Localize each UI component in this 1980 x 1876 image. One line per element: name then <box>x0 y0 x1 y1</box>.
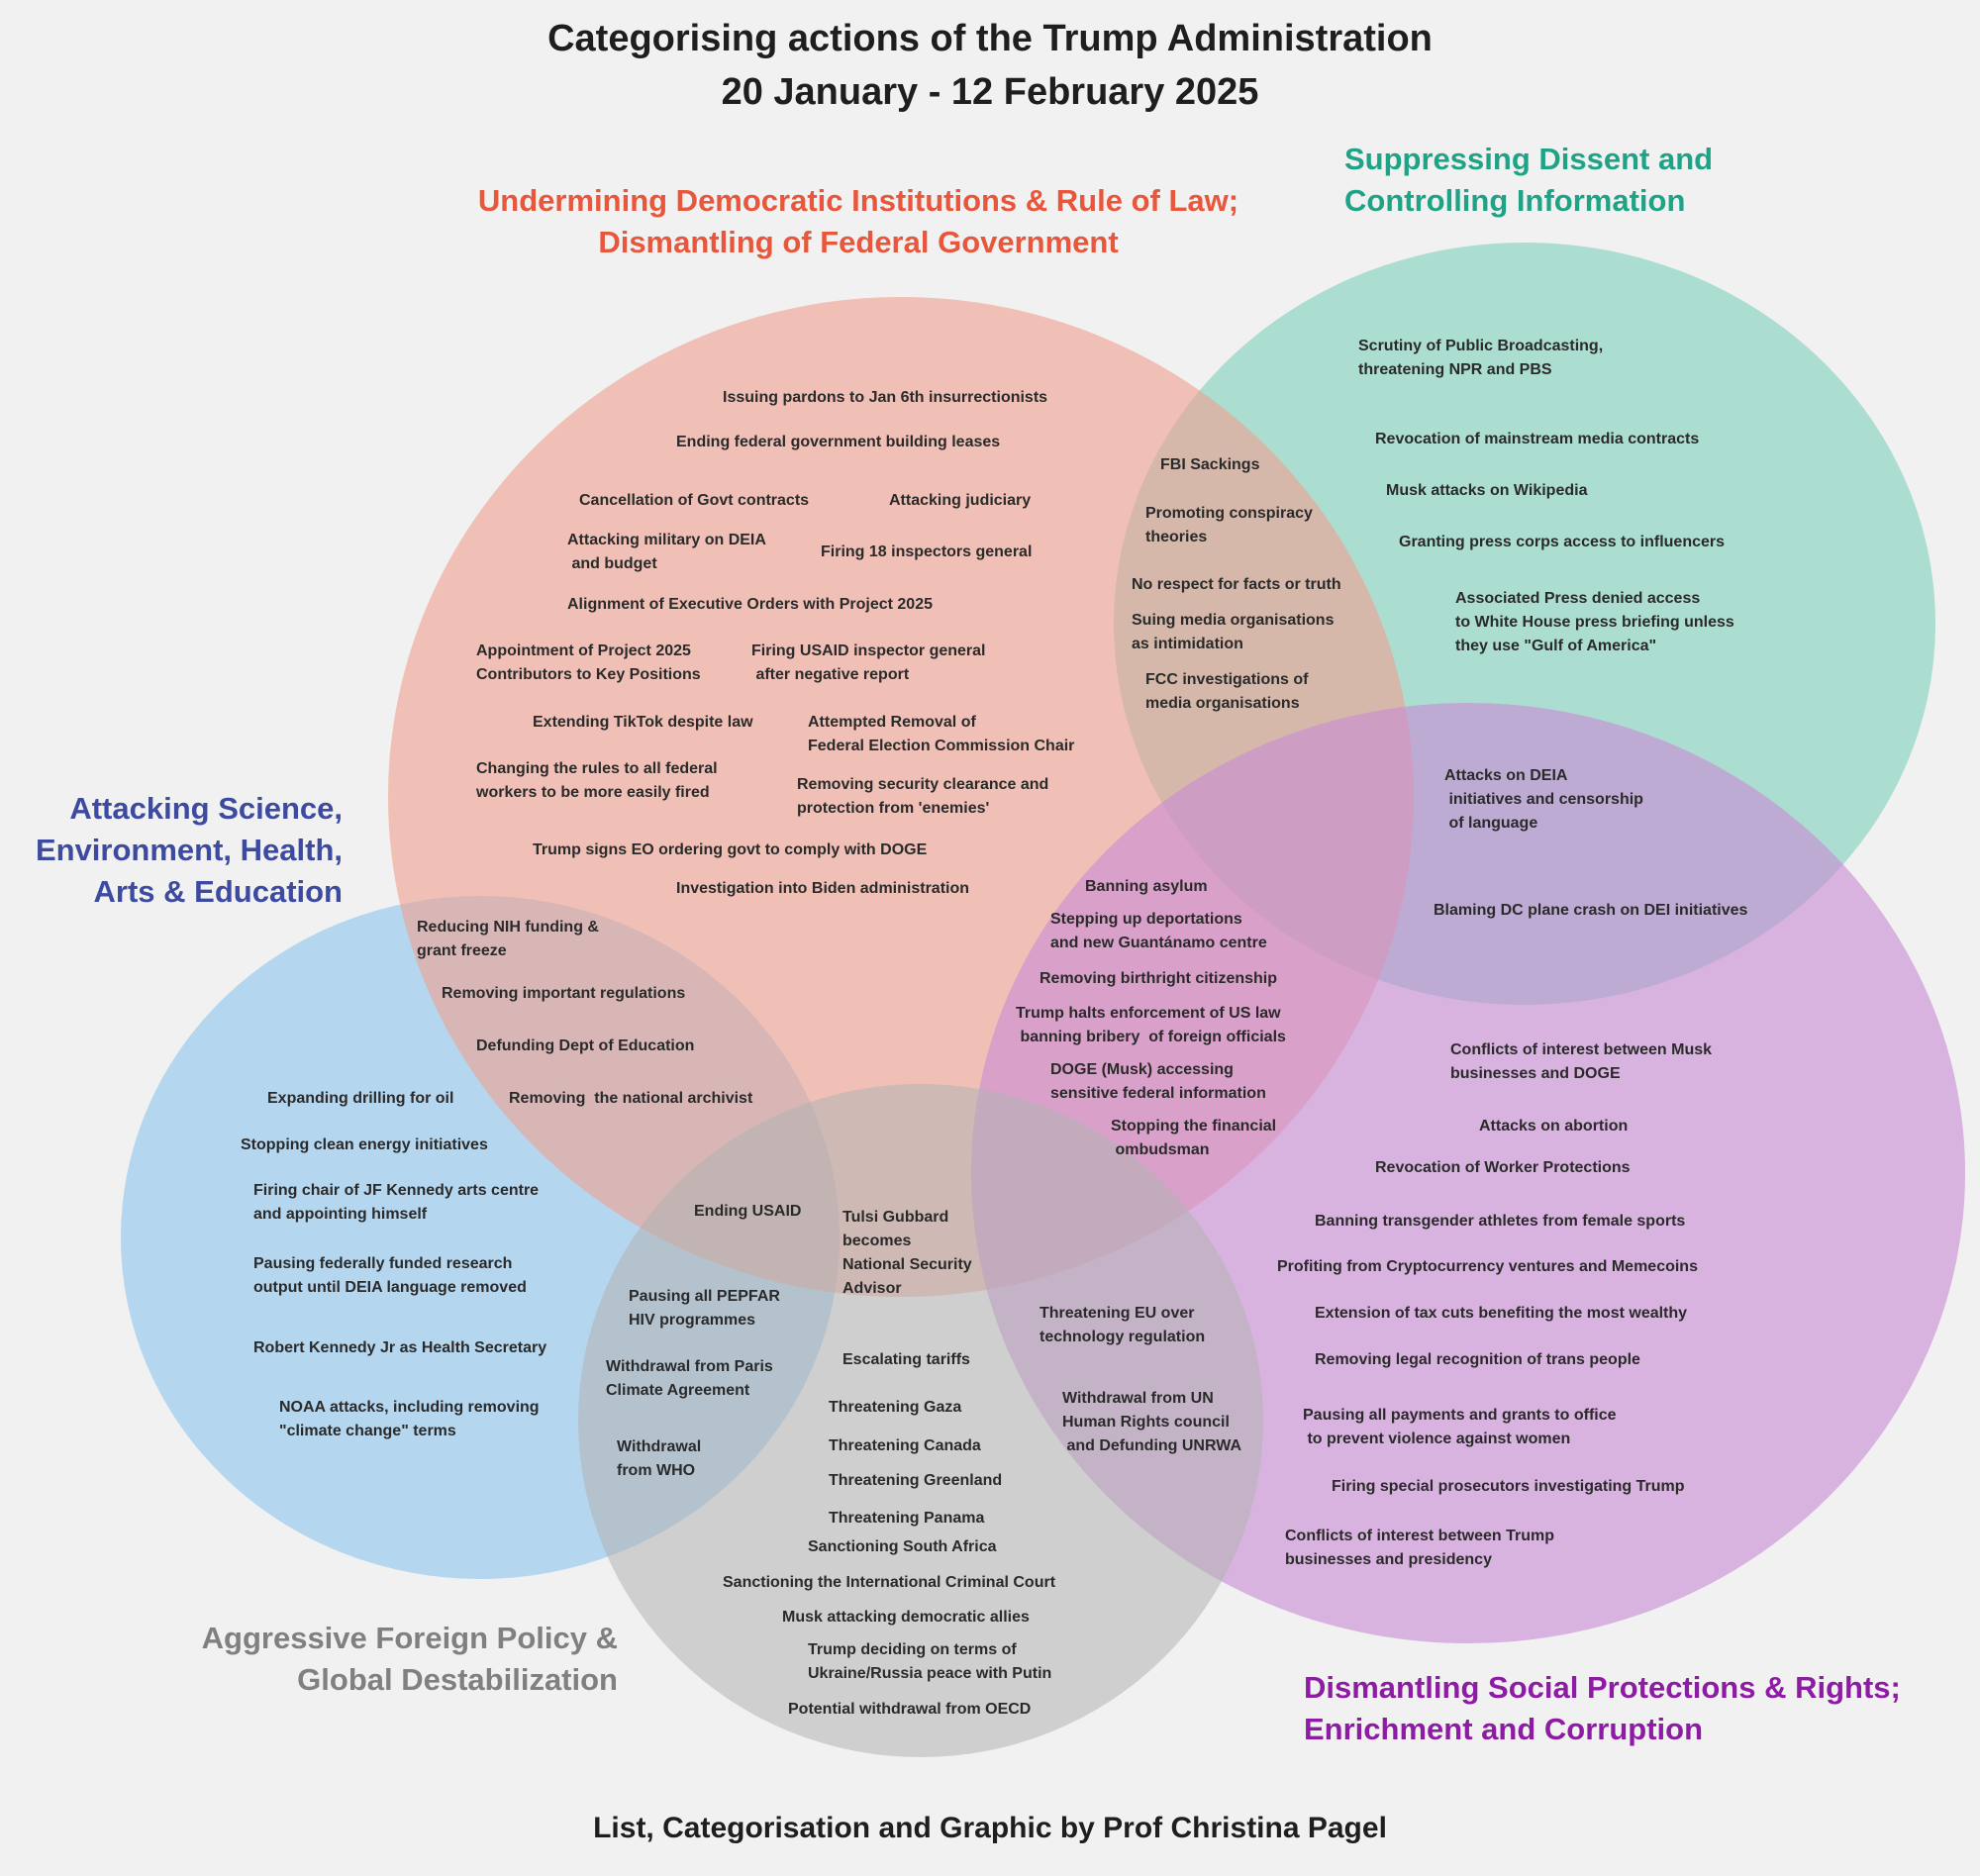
circle-foreign <box>578 1084 1263 1757</box>
item-musk-conflicts: Conflicts of interest between Musk busin… <box>1450 1041 1713 1082</box>
item-violence-women: Pausing all payments and grants to offic… <box>1303 1407 1617 1447</box>
item-associated-press: Associated Press denied access to White … <box>1455 590 1734 654</box>
item-pardons: Issuing pardons to Jan 6th insurrectioni… <box>723 389 1048 406</box>
item-musk-allies: Musk attacking democratic allies <box>782 1609 1030 1626</box>
item-greenland: Threatening Greenland <box>829 1472 1003 1489</box>
item-icc: Sanctioning the International Criminal C… <box>723 1574 1056 1591</box>
item-doge-federal-info: DOGE (Musk) accessing sensitive federal … <box>1050 1061 1266 1102</box>
item-paris-agreement: Withdrawal from Paris Climate Agreement <box>606 1358 773 1399</box>
item-tax-cuts: Extension of tax cuts benefiting the mos… <box>1315 1305 1688 1322</box>
item-drilling-oil: Expanding drilling for oil <box>267 1090 454 1107</box>
item-project-2025-eo: Alignment of Executive Orders with Proje… <box>567 596 933 613</box>
title-line-1: Categorising actions of the Trump Admini… <box>547 18 1433 59</box>
item-noaa: NOAA attacks, including removing "climat… <box>279 1399 540 1439</box>
item-birthright: Removing birthright citizenship <box>1040 970 1278 987</box>
item-press-corps: Granting press corps access to influence… <box>1399 534 1726 550</box>
item-attacking-judiciary: Attacking judiciary <box>889 492 1032 509</box>
item-attacking-military: Attacking military on DEIA and budget <box>567 532 766 572</box>
item-pepfar: Pausing all PEPFAR HIV programmes <box>629 1288 780 1329</box>
category-dissent-label: Suppressing Dissent and Controlling Info… <box>1344 142 1714 218</box>
item-research-output: Pausing federally funded research output… <box>253 1255 527 1296</box>
item-tariffs: Escalating tariffs <box>842 1351 970 1368</box>
category-social-label: Dismantling Social Protections & Rights;… <box>1304 1670 1901 1746</box>
item-kennedy-arts: Firing chair of JF Kennedy arts centre a… <box>253 1182 540 1223</box>
item-who: Withdrawal from WHO <box>617 1438 702 1479</box>
item-clean-energy: Stopping clean energy initiatives <box>241 1136 488 1153</box>
credit-line: List, Categorisation and Graphic by Prof… <box>593 1812 1387 1844</box>
item-project-2025-appointments: Appointment of Project 2025 Contributors… <box>476 642 701 683</box>
item-fbi-sackings: FBI Sackings <box>1160 456 1260 473</box>
item-tulsi-gabbard: Tulsi Gubbard becomes National Security … <box>842 1209 972 1297</box>
item-tiktok: Extending TikTok despite law <box>533 714 753 731</box>
category-foreign-label: Aggressive Foreign Policy & Global Desta… <box>201 1621 618 1697</box>
item-trans-recognition: Removing legal recognition of trans peop… <box>1315 1351 1640 1368</box>
item-trump-conflicts: Conflicts of interest between Trump busi… <box>1285 1528 1555 1568</box>
item-public-broadcasting: Scrutiny of Public Broadcasting, threate… <box>1358 338 1604 378</box>
item-special-prosecutors: Firing special prosecutors investigating… <box>1332 1478 1685 1495</box>
item-facts-truth: No respect for facts or truth <box>1132 576 1341 593</box>
item-national-archivist: Removing the national archivist <box>509 1090 753 1107</box>
item-un-human-rights: Withdrawal from UN Human Rights council … <box>1062 1390 1242 1454</box>
item-transgender-athletes: Banning transgender athletes from female… <box>1315 1213 1686 1230</box>
item-nih-funding: Reducing NIH funding & grant freeze <box>417 919 599 959</box>
item-security-clearance: Removing security clearance and protecti… <box>797 776 1049 817</box>
item-deportations: Stepping up deportations and new Guantán… <box>1050 911 1267 951</box>
item-conspiracy-theories: Promoting conspiracy theories <box>1145 505 1313 545</box>
item-fec-chair: Attempted Removal of Federal Election Co… <box>808 714 1075 754</box>
item-regulations: Removing important regulations <box>442 985 686 1002</box>
item-dept-education: Defunding Dept of Education <box>476 1037 695 1054</box>
item-banning-asylum: Banning asylum <box>1085 878 1208 895</box>
item-dc-plane-crash: Blaming DC plane crash on DEI initiative… <box>1434 902 1748 919</box>
item-ending-usaid: Ending USAID <box>694 1203 802 1220</box>
item-worker-protections: Revocation of Worker Protections <box>1375 1159 1631 1176</box>
item-oecd: Potential withdrawal from OECD <box>788 1701 1032 1718</box>
item-govt-contracts: Cancellation of Govt contracts <box>579 492 810 509</box>
item-bribery-law: Trump halts enforcement of US law bannin… <box>1016 1005 1286 1045</box>
item-south-africa: Sanctioning South Africa <box>808 1538 997 1555</box>
item-wikipedia: Musk attacks on Wikipedia <box>1386 482 1588 499</box>
title-line-2: 20 January - 12 February 2025 <box>721 71 1259 113</box>
item-federal-workers: Changing the rules to all federal worker… <box>476 760 718 801</box>
item-suing-media: Suing media organisations as intimidatio… <box>1132 612 1335 652</box>
item-media-contracts: Revocation of mainstream media contracts <box>1375 431 1700 447</box>
item-biden-investigation: Investigation into Biden administration <box>676 880 970 897</box>
item-panama: Threatening Panama <box>829 1510 985 1527</box>
item-gaza: Threatening Gaza <box>829 1399 962 1416</box>
item-fcc-investigations: FCC investigations of media organisation… <box>1145 671 1309 712</box>
item-cryptocurrency: Profiting from Cryptocurrency ventures a… <box>1277 1258 1698 1275</box>
item-doge-eo: Trump signs EO ordering govt to comply w… <box>533 841 928 858</box>
item-firing-inspectors: Firing 18 inspectors general <box>821 543 1033 560</box>
item-building-leases: Ending federal government building lease… <box>676 434 1001 450</box>
item-eu-tech: Threatening EU over technology regulatio… <box>1040 1305 1206 1345</box>
item-financial-ombudsman: Stopping the financial ombudsman <box>1111 1118 1277 1158</box>
item-ukraine-russia: Trump deciding on terms of Ukraine/Russi… <box>808 1641 1052 1682</box>
item-deia-censorship: Attacks on DEIA initiatives and censorsh… <box>1444 767 1643 832</box>
category-democracy-label: Undermining Democratic Institutions & Ru… <box>477 183 1239 259</box>
item-rfk-health: Robert Kennedy Jr as Health Secretary <box>253 1339 547 1356</box>
item-usaid-inspector: Firing USAID inspector general after neg… <box>751 642 986 683</box>
item-abortion: Attacks on abortion <box>1479 1118 1629 1135</box>
category-science-label: Attacking Science, Environment, Health, … <box>35 791 343 909</box>
item-canada: Threatening Canada <box>829 1437 981 1454</box>
